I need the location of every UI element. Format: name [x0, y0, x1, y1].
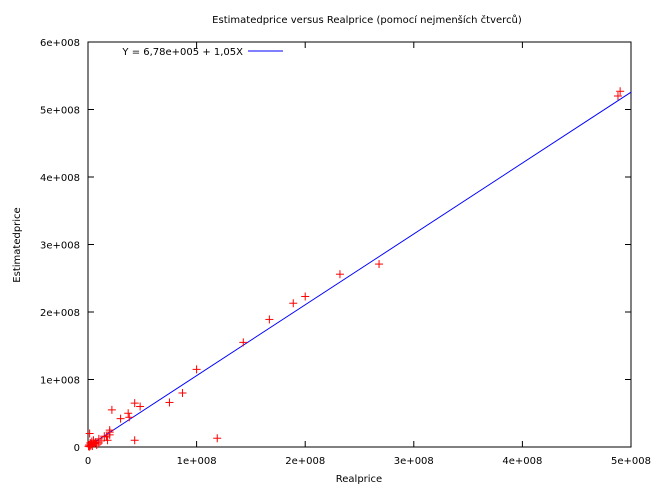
- x-axis-label: Realprice: [336, 474, 382, 484]
- y-tick-label: 6e+008: [40, 38, 80, 49]
- legend-label: Y = 6,78e+005 + 1,05X: [121, 47, 243, 58]
- data-point: [375, 260, 384, 269]
- data-points: [84, 87, 625, 451]
- x-tick-label: 2e+008: [285, 456, 325, 467]
- y-tick-label: 2e+008: [40, 308, 80, 319]
- x-tick-label: 5e+008: [611, 456, 651, 467]
- y-tick-label: 4e+008: [40, 173, 80, 184]
- data-point: [116, 414, 125, 423]
- data-point: [107, 405, 116, 414]
- data-point: [289, 299, 298, 308]
- axis-ticks: [87, 41, 632, 448]
- data-point: [335, 270, 344, 279]
- data-point: [178, 389, 187, 397]
- data-point: [613, 92, 622, 100]
- data-point: [136, 402, 145, 411]
- data-point: [616, 87, 625, 96]
- data-point: [102, 432, 111, 441]
- x-tick-label: 1e+008: [177, 456, 217, 467]
- plot-frame: [87, 41, 632, 448]
- axis-tick-labels: 0 1e+008 2e+008 3e+008 4e+008 5e+008 0 1e+008 2e…: [40, 38, 651, 467]
- data-point: [105, 426, 114, 435]
- data-point: [85, 429, 94, 438]
- data-point: [103, 436, 112, 445]
- data-point: [239, 338, 248, 347]
- data-point: [130, 436, 139, 445]
- y-tick-label: 3e+008: [40, 241, 80, 252]
- data-point: [125, 413, 134, 422]
- legend: Y = 6,78e+005 + 1,05X: [121, 47, 283, 58]
- y-axis-label: Estimatedprice: [12, 207, 23, 282]
- x-tick-label: 4e+008: [502, 456, 542, 467]
- data-point: [94, 438, 103, 447]
- y-tick-label: 1e+008: [40, 376, 80, 387]
- data-point: [265, 315, 274, 324]
- data-point: [124, 409, 133, 418]
- y-tick-label: 5e+008: [40, 106, 80, 117]
- x-tick-label: 3e+008: [394, 456, 434, 467]
- x-tick-label: 0: [85, 456, 91, 467]
- y-tick-label: 0: [74, 443, 80, 454]
- data-point: [213, 434, 222, 443]
- data-point: [192, 365, 201, 374]
- data-point: [165, 398, 174, 407]
- regression-line: [87, 91, 632, 447]
- data-point: [301, 292, 310, 301]
- data-point: [130, 399, 139, 408]
- chart-title: Estimatedprice versus Realprice (pomocí …: [212, 14, 522, 26]
